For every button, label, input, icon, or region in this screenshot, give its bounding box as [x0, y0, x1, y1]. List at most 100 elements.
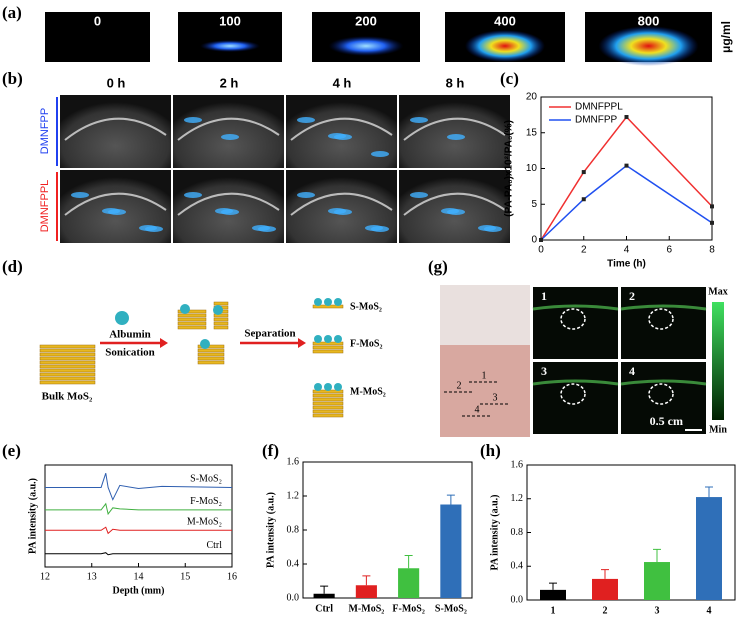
y-tick-label: 0.0 [511, 594, 524, 605]
skin-line [532, 304, 619, 311]
y-tick-label: 20 [526, 92, 538, 103]
series-line [45, 473, 233, 501]
x-tick-label: Ctrl [315, 603, 333, 614]
roi [648, 383, 674, 405]
mos2-layer [312, 393, 344, 398]
mos2-layer [39, 348, 96, 353]
x-tick-label: 16 [227, 571, 237, 582]
pa-signal [184, 192, 202, 198]
error-bar [653, 548, 661, 563]
tissue-edge [403, 117, 506, 141]
mos2-layer [213, 317, 229, 322]
y-tick-label: 0.4 [511, 561, 524, 572]
y-tick-label: 0.8 [511, 527, 524, 538]
bar [313, 593, 335, 598]
mos2-layer [177, 313, 207, 318]
mos2-layer [197, 344, 225, 349]
pa-signal [184, 117, 202, 123]
y-axis-label: (PA-PA₀)x10²/PA₀(%) [504, 120, 515, 217]
pa-signal [598, 26, 699, 66]
time-label: 8 h [446, 75, 465, 90]
bar [398, 568, 420, 598]
row-label: DMNFPPL [39, 180, 51, 233]
pa-signal [221, 134, 239, 140]
pa-us-image [621, 362, 706, 434]
pa-signal [328, 133, 346, 139]
albumin-label: Albumin [109, 329, 151, 341]
pa-signal [441, 208, 459, 214]
panel-label: (f) [262, 441, 279, 460]
mos2-layer [197, 348, 225, 353]
pa-signal [410, 192, 428, 198]
y-tick-label: 15 [526, 127, 538, 138]
roi [560, 383, 586, 405]
pa-signal [365, 225, 383, 231]
pa-signal [465, 30, 545, 62]
mos2-layer [39, 380, 96, 385]
pa-signal [139, 225, 157, 231]
time-label: 4 h [333, 75, 352, 90]
series-label: F-MoS₂ [190, 496, 222, 507]
series-label: S-MoS₂ [190, 474, 222, 485]
x-tick-label: M-MoS₂ [348, 603, 384, 614]
x-tick-label: 4 [707, 605, 712, 616]
series-label: M-MoS₂ [187, 517, 222, 528]
x-tick-label: 12 [40, 571, 50, 582]
mos2-layer [197, 360, 225, 365]
mos2-layer [312, 397, 344, 402]
pa-signal [252, 225, 270, 231]
tissue-edge [403, 192, 506, 216]
mos2-layer [213, 325, 229, 330]
y-axis-label: PA intensity (a.u.) [489, 495, 500, 571]
mos2-layer [197, 356, 225, 361]
error-bar [404, 555, 413, 569]
pa-signal [478, 225, 496, 231]
pa-signal [71, 192, 89, 198]
panel-label: (b) [2, 69, 23, 88]
error-bar [362, 575, 371, 586]
x-tick-label: 2 [581, 245, 587, 256]
series-line [45, 502, 232, 516]
x-tick-label: 15 [180, 571, 190, 582]
concentration-label: 0 [94, 13, 101, 28]
x-axis-label: Time (h) [607, 259, 646, 270]
albumin [115, 311, 129, 325]
mos2-layer [197, 352, 225, 357]
error-bar [446, 494, 455, 505]
pa-signal [297, 192, 315, 198]
pa-signal [328, 208, 346, 214]
albumin [314, 335, 322, 343]
tissue-edge [177, 117, 280, 141]
film [440, 285, 530, 345]
y-axis-label: PA intensity (a.u.) [27, 478, 38, 554]
mos2-layer [39, 376, 96, 381]
y-tick-label: 1.6 [511, 459, 524, 470]
image-number: 2 [629, 289, 635, 303]
point [539, 238, 543, 242]
point [710, 204, 714, 209]
error-bar [601, 569, 609, 579]
concentration-label: 400 [494, 13, 516, 28]
photo-mark: 2 [457, 380, 462, 391]
x-tick-label: 13 [87, 571, 97, 582]
error-bar [320, 585, 329, 594]
mos2-layer [39, 368, 96, 373]
panel-label: (e) [2, 441, 21, 460]
photo-mark: 1 [482, 370, 487, 381]
x-tick-label: 1 [551, 605, 556, 616]
point [581, 170, 586, 175]
arrow-head [160, 338, 168, 348]
roi [648, 308, 674, 330]
y-tick-label: 1.2 [287, 490, 300, 501]
arrow-head [298, 338, 306, 348]
pa-us-image [621, 287, 706, 359]
pa-image [178, 12, 282, 62]
mos2-layer [312, 409, 344, 414]
row-label: DMNFPP [39, 108, 51, 154]
point [710, 220, 714, 225]
y-tick-label: 5 [531, 199, 537, 210]
unit-label: μg/ml [719, 21, 733, 53]
x-tick-label: S-MoS₂ [435, 603, 467, 614]
y-tick-label: 10 [526, 163, 538, 174]
